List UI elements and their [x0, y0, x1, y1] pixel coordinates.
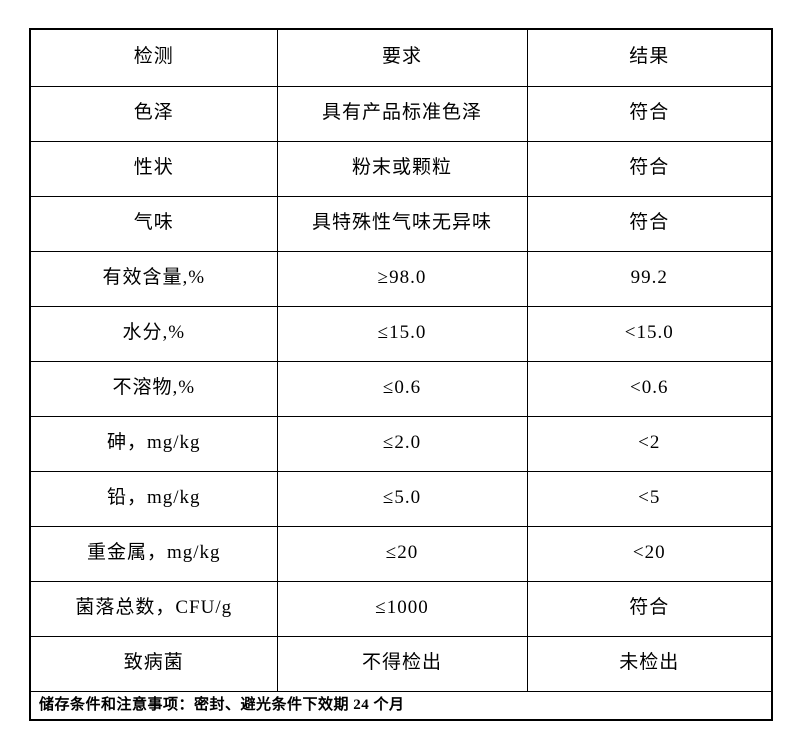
cell-result: 符合 [526, 140, 773, 197]
storage-conditions-note: 储存条件和注意事项：密封、避光条件下效期 24 个月 [29, 690, 773, 721]
cell-item: 水分,% [29, 305, 278, 362]
cell-result: <20 [526, 525, 773, 582]
cell-requirement: ≤5.0 [276, 470, 528, 527]
cell-result: <5 [526, 470, 773, 527]
table-row: 砷，mg/kg ≤2.0 <2 [29, 415, 773, 472]
cell-requirement: 粉末或颗粒 [276, 140, 528, 197]
table-row: 菌落总数，CFU/g ≤1000 符合 [29, 580, 773, 637]
cell-requirement: ≥98.0 [276, 250, 528, 307]
table-row: 不溶物,% ≤0.6 <0.6 [29, 360, 773, 417]
cell-item: 气味 [29, 195, 278, 252]
cell-result: 99.2 [526, 250, 773, 307]
header-item: 检测 [29, 28, 278, 87]
cell-item: 性状 [29, 140, 278, 197]
header-requirement: 要求 [276, 28, 528, 87]
table-header-row: 检测 要求 结果 [29, 28, 773, 87]
cell-requirement: ≤2.0 [276, 415, 528, 472]
cell-result: 符合 [526, 580, 773, 637]
cell-item: 致病菌 [29, 635, 278, 692]
cell-requirement: 具特殊性气味无异味 [276, 195, 528, 252]
cell-result: 符合 [526, 195, 773, 252]
table-row: 色泽 具有产品标准色泽 符合 [29, 85, 773, 142]
table-row: 铅，mg/kg ≤5.0 <5 [29, 470, 773, 527]
cell-requirement: ≤15.0 [276, 305, 528, 362]
table-row: 气味 具特殊性气味无异味 符合 [29, 195, 773, 252]
cell-result: 符合 [526, 85, 773, 142]
table-footer-row: 储存条件和注意事项：密封、避光条件下效期 24 个月 [29, 690, 773, 721]
cell-requirement: ≤1000 [276, 580, 528, 637]
cell-item: 铅，mg/kg [29, 470, 278, 527]
table-row: 重金属，mg/kg ≤20 <20 [29, 525, 773, 582]
table-row: 水分,% ≤15.0 <15.0 [29, 305, 773, 362]
cell-item: 菌落总数，CFU/g [29, 580, 278, 637]
cell-result: 未检出 [526, 635, 773, 692]
cell-requirement: ≤20 [276, 525, 528, 582]
cell-item: 有效含量,% [29, 250, 278, 307]
cell-requirement: 不得检出 [276, 635, 528, 692]
table-row: 有效含量,% ≥98.0 99.2 [29, 250, 773, 307]
inspection-spec-table: 检测 要求 结果 色泽 具有产品标准色泽 符合 性状 粉末或颗粒 符合 气味 具… [29, 28, 773, 721]
cell-item: 砷，mg/kg [29, 415, 278, 472]
cell-result: <15.0 [526, 305, 773, 362]
cell-item: 重金属，mg/kg [29, 525, 278, 582]
header-result: 结果 [526, 28, 773, 87]
cell-requirement: ≤0.6 [276, 360, 528, 417]
table-row: 致病菌 不得检出 未检出 [29, 635, 773, 692]
cell-requirement: 具有产品标准色泽 [276, 85, 528, 142]
cell-item: 不溶物,% [29, 360, 278, 417]
cell-result: <2 [526, 415, 773, 472]
table-row: 性状 粉末或颗粒 符合 [29, 140, 773, 197]
cell-result: <0.6 [526, 360, 773, 417]
cell-item: 色泽 [29, 85, 278, 142]
